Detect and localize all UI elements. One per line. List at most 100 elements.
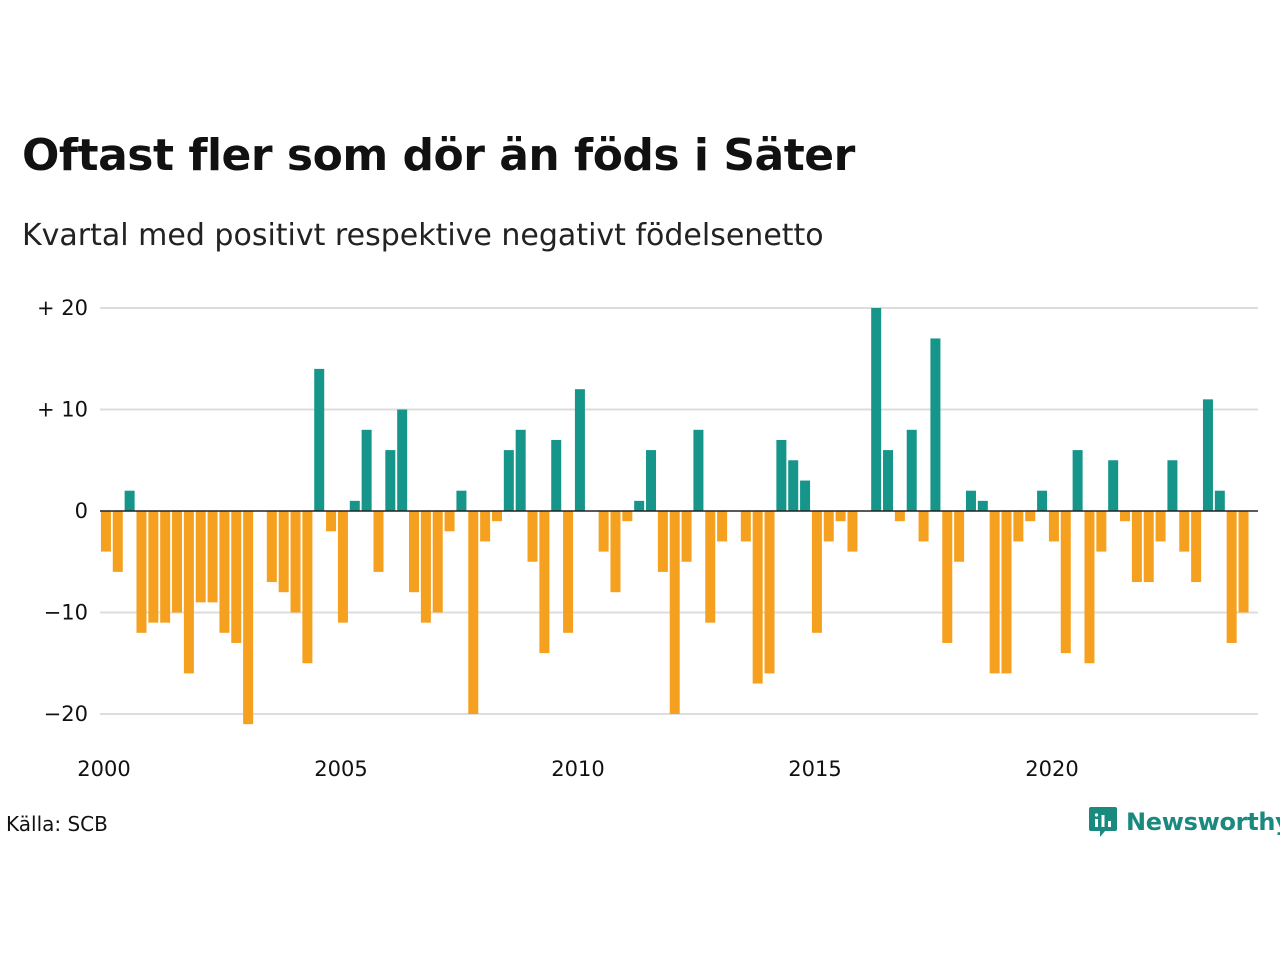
bar-positive: [349, 500, 360, 511]
bar-negative: [231, 511, 242, 643]
bar-negative: [444, 511, 455, 532]
bar-chart: + 20 + 10 0 −10 −20 2000 2005 2010 2015 2020: [37, 296, 1258, 781]
bar-negative: [420, 511, 431, 623]
bar-negative: [942, 511, 953, 643]
y-tick-label: 0: [75, 499, 88, 523]
chart-title: Oftast fler som dör än föds i Säter: [22, 130, 855, 181]
bar-negative: [278, 511, 289, 593]
bar-negative: [657, 511, 668, 572]
bar-positive: [634, 500, 645, 511]
bar-negative: [1060, 511, 1071, 654]
bar-positive: [930, 338, 941, 511]
bar-negative: [468, 511, 479, 714]
y-tick-label: + 10: [37, 398, 88, 422]
bar-negative: [622, 511, 633, 522]
bar-negative: [918, 511, 929, 542]
bar-negative: [302, 511, 313, 664]
bar-positive: [1072, 450, 1083, 511]
brand-name: Newsworthy: [1126, 808, 1280, 836]
bar-negative: [717, 511, 728, 542]
bar-positive: [361, 429, 372, 511]
bar-negative: [480, 511, 491, 542]
bar-positive: [871, 308, 882, 511]
bar-positive: [965, 490, 976, 511]
bars: [100, 308, 1249, 725]
bar-negative: [195, 511, 206, 603]
bar-positive: [906, 429, 917, 511]
bar-negative: [160, 511, 171, 623]
bar-negative: [1238, 511, 1249, 613]
bar-negative: [290, 511, 301, 613]
bar-negative: [136, 511, 147, 633]
bar-negative: [764, 511, 775, 674]
bar-negative: [491, 511, 502, 522]
source-note: Källa: SCB: [6, 812, 108, 836]
bar-negative: [669, 511, 680, 714]
bar-negative: [1179, 511, 1190, 552]
bar-negative: [598, 511, 609, 552]
bar-positive: [124, 490, 135, 511]
bar-negative: [100, 511, 111, 552]
bar-negative: [752, 511, 763, 684]
bar-negative: [539, 511, 550, 654]
bar-negative: [409, 511, 420, 593]
bar-negative: [823, 511, 834, 542]
bar-positive: [800, 480, 811, 511]
bar-negative: [835, 511, 846, 522]
bar-positive: [1167, 460, 1178, 511]
y-axis-tick-labels: + 20 + 10 0 −10 −20: [37, 296, 88, 726]
bar-negative: [219, 511, 230, 633]
bar-negative: [148, 511, 159, 623]
bar-negative: [432, 511, 443, 613]
bar-negative: [337, 511, 348, 623]
bar-positive: [1202, 399, 1213, 511]
bar-positive: [503, 450, 514, 511]
bar-negative: [373, 511, 384, 572]
bar-negative: [527, 511, 538, 562]
bar-negative: [112, 511, 123, 572]
bar-negative: [326, 511, 337, 532]
bar-positive: [693, 429, 704, 511]
bar-negative: [1226, 511, 1237, 643]
x-axis-tick-labels: 2000 2005 2010 2015 2020: [77, 757, 1078, 781]
bar-positive: [776, 439, 787, 511]
brand-logo: Newsworthy: [1088, 804, 1280, 840]
bar-positive: [1108, 460, 1119, 511]
y-tick-label: + 20: [37, 296, 88, 320]
bar-positive: [397, 409, 408, 511]
bar-negative: [243, 511, 254, 725]
bar-negative: [1048, 511, 1059, 542]
bar-positive: [551, 439, 562, 511]
bar-negative: [681, 511, 692, 562]
bar-negative: [207, 511, 218, 603]
bar-positive: [385, 450, 396, 511]
bar-negative: [1191, 511, 1202, 583]
bar-positive: [1214, 490, 1225, 511]
bar-negative: [266, 511, 277, 583]
bar-negative: [172, 511, 183, 613]
bar-negative: [894, 511, 905, 522]
bar-positive: [977, 500, 988, 511]
bar-positive: [883, 450, 894, 511]
bar-positive: [456, 490, 467, 511]
chart-subtitle: Kvartal med positivt respektive negativt…: [22, 218, 824, 253]
bar-negative: [183, 511, 194, 674]
bar-negative: [705, 511, 716, 623]
y-tick-label: −20: [44, 702, 88, 726]
bar-negative: [847, 511, 858, 552]
bar-negative: [954, 511, 965, 562]
bar-negative: [610, 511, 621, 593]
x-tick-label: 2015: [788, 757, 841, 781]
bar-negative: [1131, 511, 1142, 583]
bar-positive: [515, 429, 526, 511]
bar-negative: [1001, 511, 1012, 674]
bar-negative: [1084, 511, 1095, 664]
bar-negative: [740, 511, 751, 542]
bar-positive: [646, 450, 657, 511]
x-tick-label: 2010: [551, 757, 604, 781]
bar-negative: [811, 511, 822, 633]
x-tick-label: 2000: [77, 757, 130, 781]
y-tick-label: −10: [44, 601, 88, 625]
bar-negative: [1025, 511, 1036, 522]
bar-negative: [1143, 511, 1154, 583]
